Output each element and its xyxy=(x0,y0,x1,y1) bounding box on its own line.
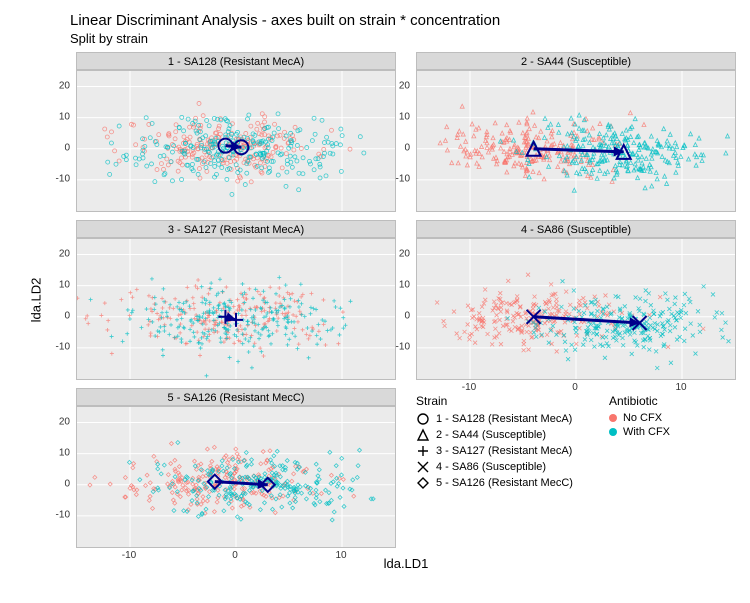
legend-antibiotic-title: Antibiotic xyxy=(609,394,670,408)
x-tick: -10 xyxy=(122,550,136,561)
color-swatch xyxy=(609,414,617,422)
panel-plot xyxy=(76,70,396,212)
legend-label: 2 - SA44 (Susceptible) xyxy=(436,429,546,441)
y-tick: -10 xyxy=(380,173,410,184)
y-tick: 0 xyxy=(40,478,70,489)
y-tick: 0 xyxy=(380,310,410,321)
figure-title: Linear Discriminant Analysis - axes buil… xyxy=(70,12,740,29)
panel-strip: 3 - SA127 (Resistant MecA) xyxy=(76,220,396,238)
panel-plot xyxy=(76,238,396,380)
triangle-icon xyxy=(416,428,430,442)
y-tick: 20 xyxy=(380,248,410,259)
panel-plot xyxy=(76,406,396,548)
y-tick: -10 xyxy=(40,509,70,520)
y-tick: 20 xyxy=(40,80,70,91)
panel-strip: 1 - SA128 (Resistant MecA) xyxy=(76,52,396,70)
facet-grid: lda.LD2 1 - SA128 (Resistant MecA) -1001… xyxy=(16,52,740,576)
legend-strain-item: 2 - SA44 (Susceptible) xyxy=(416,428,573,442)
plus-icon xyxy=(416,444,430,458)
circle-icon xyxy=(416,412,430,426)
y-tick: 20 xyxy=(40,248,70,259)
y-tick: 10 xyxy=(40,111,70,122)
y-tick: 20 xyxy=(40,416,70,427)
legend-antibiotic-item: No CFX xyxy=(609,412,670,424)
panel-plot xyxy=(416,238,736,380)
y-tick: 10 xyxy=(380,111,410,122)
legend-label: 5 - SA126 (Resistant MecC) xyxy=(436,477,573,489)
y-tick: 10 xyxy=(40,279,70,290)
panel-plot xyxy=(416,70,736,212)
y-tick: 0 xyxy=(40,310,70,321)
x-tick: 0 xyxy=(232,550,238,561)
legend-strain-item: 4 - SA86 (Susceptible) xyxy=(416,460,573,474)
panel-strip: 5 - SA126 (Resistant MecC) xyxy=(76,388,396,406)
y-tick: 20 xyxy=(380,80,410,91)
legend-label: With CFX xyxy=(623,426,670,438)
y-tick: 10 xyxy=(40,447,70,458)
legend-area: Strain 1 - SA128 (Resistant MecA) 2 - SA4… xyxy=(416,388,736,548)
panel-3: 3 - SA127 (Resistant MecA) -1001020 xyxy=(76,220,396,380)
legend-strain: Strain 1 - SA128 (Resistant MecA) 2 - SA4… xyxy=(416,394,573,492)
legend-strain-title: Strain xyxy=(416,394,573,408)
y-tick: 0 xyxy=(40,142,70,153)
y-tick: -10 xyxy=(40,173,70,184)
cross-icon xyxy=(416,460,430,474)
x-tick: 10 xyxy=(335,550,346,561)
y-tick: 0 xyxy=(380,142,410,153)
legend-label: 4 - SA86 (Susceptible) xyxy=(436,461,546,473)
panel-strip: 2 - SA44 (Susceptible) xyxy=(416,52,736,70)
y-tick: -10 xyxy=(40,341,70,352)
legend-strain-item: 3 - SA127 (Resistant MecA) xyxy=(416,444,573,458)
legend-label: 1 - SA128 (Resistant MecA) xyxy=(436,413,572,425)
legend-strain-item: 1 - SA128 (Resistant MecA) xyxy=(416,412,573,426)
legend-label: 3 - SA127 (Resistant MecA) xyxy=(436,445,572,457)
legend-antibiotic: Antibiotic No CFX With CFX xyxy=(609,394,670,492)
legend-strain-item: 5 - SA126 (Resistant MecC) xyxy=(416,476,573,490)
panel-2: 2 - SA44 (Susceptible) -1001020 xyxy=(416,52,736,212)
y-tick: -10 xyxy=(380,341,410,352)
legend-label: No CFX xyxy=(623,412,662,424)
diamond-icon xyxy=(416,476,430,490)
y-tick: 10 xyxy=(380,279,410,290)
panel-4: 4 - SA86 (Susceptible) -1001020 -10010 xyxy=(416,220,736,380)
figure-subtitle: Split by strain xyxy=(70,31,740,46)
figure: Linear Discriminant Analysis - axes buil… xyxy=(0,0,750,603)
panel-strip: 4 - SA86 (Susceptible) xyxy=(416,220,736,238)
panel-5: 5 - SA126 (Resistant MecC) -1001020 -100… xyxy=(76,388,396,548)
legend: Strain 1 - SA128 (Resistant MecA) 2 - SA4… xyxy=(416,394,670,492)
color-swatch xyxy=(609,428,617,436)
legend-antibiotic-item: With CFX xyxy=(609,426,670,438)
panel-1: 1 - SA128 (Resistant MecA) -1001020 xyxy=(76,52,396,212)
